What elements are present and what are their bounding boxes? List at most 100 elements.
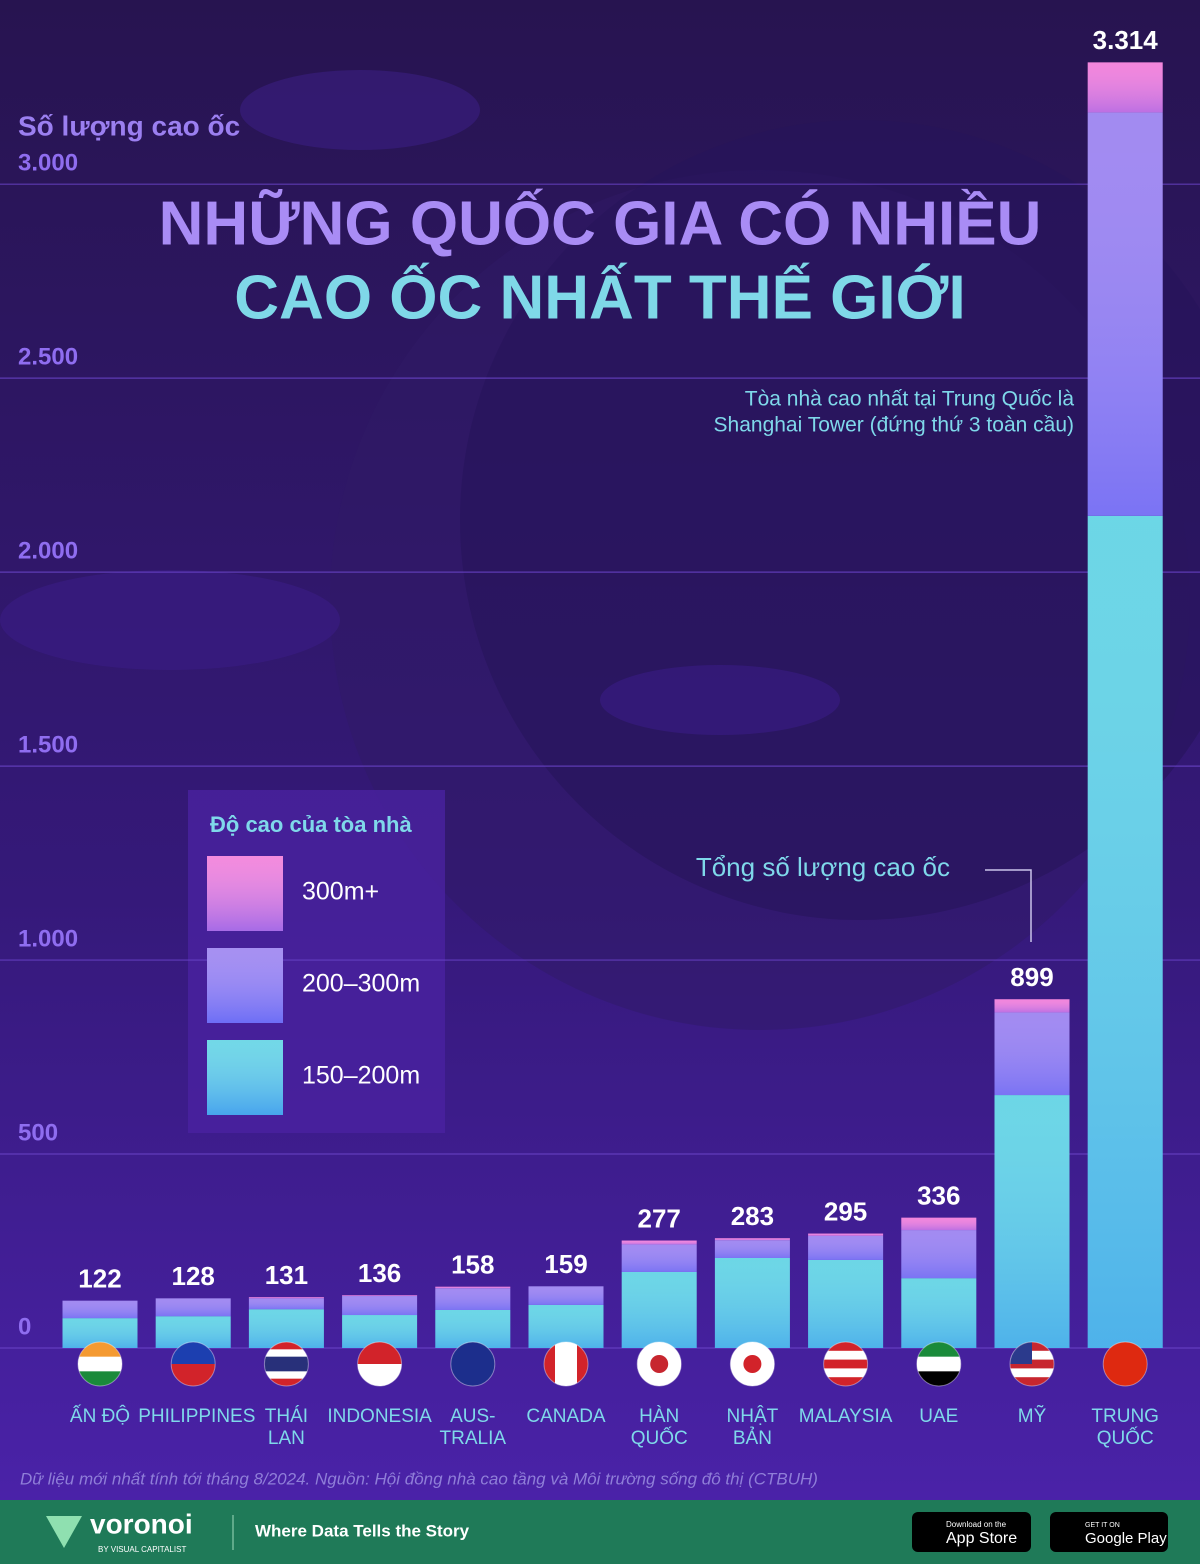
x-tick-label: MALAYSIA (798, 1406, 893, 1427)
tagline: Where Data Tells the Story (255, 1521, 470, 1540)
flag-ring (916, 1341, 962, 1387)
y-axis-label: Số lượng cao ốc (18, 110, 240, 141)
flag (916, 1342, 961, 1386)
total-label: 128 (172, 1261, 215, 1291)
grid (0, 183, 1200, 1349)
badge-text: GET IT ON (1085, 1522, 1120, 1529)
bar-segment-shade (714, 1240, 790, 1258)
flag-ring (823, 1341, 869, 1387)
total-label: 136 (358, 1258, 401, 1288)
flag-stripe (78, 1371, 122, 1386)
brand-sub: BY VISUAL CAPITALIST (98, 1545, 186, 1554)
flag-stripe (171, 1342, 216, 1365)
flag-ring (77, 1341, 123, 1387)
bar-segment-shade (62, 1300, 138, 1319)
app-store-badge[interactable] (912, 1512, 1031, 1552)
flag-ring (1102, 1341, 1148, 1387)
x-tick-label: HÀN QUỐC (630, 1406, 688, 1449)
note-connector (985, 869, 1032, 942)
badge-text: App Store (946, 1530, 1017, 1547)
bar-segment-shade (714, 1238, 790, 1241)
legend-label: 300m+ (302, 878, 379, 906)
cloud (240, 70, 480, 150)
bar-segment-shade (435, 1309, 511, 1348)
bar-segment-shade (342, 1296, 418, 1316)
bar-segment-shade (1087, 515, 1163, 1348)
bar-segment-shade (1087, 112, 1163, 516)
x-tick-label: ẤN ĐỘ (69, 1406, 131, 1427)
cloud (0, 570, 340, 670)
total-label: 3.314 (1093, 25, 1159, 55)
flag-ring (543, 1341, 589, 1387)
cloud (600, 665, 840, 735)
total-label: 159 (544, 1249, 587, 1279)
flag-stripe (566, 1342, 578, 1386)
y-tick-label: 2.500 (18, 343, 78, 370)
flag (823, 1342, 868, 1386)
x-tick-label: NHẬT BẢN (726, 1406, 779, 1449)
flag-stripe (1010, 1368, 1054, 1378)
bar-segment-shade (155, 1298, 231, 1317)
flag-ring (263, 1341, 309, 1387)
flag-emblem (650, 1355, 669, 1373)
flag-stripe (823, 1350, 868, 1361)
flag-stripe (264, 1342, 309, 1350)
title-line: NHỮNG QUỐC GIA CÓ NHIỀU (159, 189, 1042, 258)
flag-stripe (577, 1342, 588, 1386)
x-tick-label: AUS- TRALIA (439, 1406, 507, 1449)
flag (544, 1342, 588, 1386)
flag-sun (743, 1355, 762, 1373)
total-note: Tổng số lượng cao ốc (696, 852, 950, 882)
flag-stripe (1010, 1359, 1054, 1369)
bar-segment-shade (1087, 62, 1163, 113)
annotation: Shanghai Tower (đứng thứ 3 toàn cầu) (714, 414, 1074, 437)
x-tick-label: PHILIPPINES (138, 1406, 256, 1427)
flag-ring (1009, 1341, 1055, 1387)
google-play-badge[interactable] (1050, 1512, 1168, 1552)
bar-segment-shade (528, 1304, 604, 1348)
flag-stripe (78, 1356, 122, 1372)
flag-stripe (823, 1377, 868, 1386)
legend-label: 150–200m (302, 1062, 420, 1090)
flag (264, 1342, 309, 1386)
x-tick-label: UAE (919, 1406, 959, 1427)
flag (637, 1342, 682, 1386)
bar-segment-shade (808, 1233, 884, 1236)
total-label: 122 (78, 1264, 121, 1294)
flag-stripe (264, 1356, 309, 1365)
flag-stripe (1103, 1342, 1148, 1386)
x-tick-label: TRUNG QUỐC (1091, 1406, 1159, 1449)
bar-segment-shade (248, 1297, 324, 1299)
flag-stripe (916, 1371, 961, 1386)
bar-segment-shade (435, 1286, 511, 1289)
y-tick-label: 1.500 (18, 731, 78, 758)
bar-segment-shade (248, 1298, 324, 1310)
legend-title: Độ cao của tòa nhà (210, 812, 412, 837)
y-tick-label: 0 (18, 1313, 31, 1340)
total-label: 295 (824, 1196, 867, 1226)
bar-segment-shade (901, 1230, 977, 1279)
bar-segment-shade (621, 1240, 697, 1245)
flag-stripe (1010, 1377, 1054, 1386)
flag-ring (729, 1341, 775, 1387)
bar-segment-shade (994, 1012, 1070, 1096)
source: Dữ liệu mới nhất tính tới tháng 8/2024. … (20, 1469, 818, 1488)
flag-ring (450, 1341, 496, 1387)
bar-segment-shade (621, 1271, 697, 1348)
flag-ring (357, 1341, 403, 1387)
flag-stripe (544, 1342, 556, 1386)
flag-stripe (823, 1368, 868, 1378)
flag-stripe (357, 1364, 402, 1386)
bar-segment-shade (808, 1235, 884, 1260)
logo-mark (46, 1516, 82, 1548)
x-tick-label: INDONESIA (327, 1406, 432, 1427)
total-label: 283 (731, 1201, 774, 1231)
total-label: 158 (451, 1250, 494, 1280)
flag-stripe (916, 1342, 961, 1358)
flag-stripe (171, 1364, 216, 1386)
flag-stripe (916, 1356, 961, 1372)
x-tick-label: MỸ (1017, 1406, 1047, 1427)
total-label: 277 (638, 1203, 681, 1233)
